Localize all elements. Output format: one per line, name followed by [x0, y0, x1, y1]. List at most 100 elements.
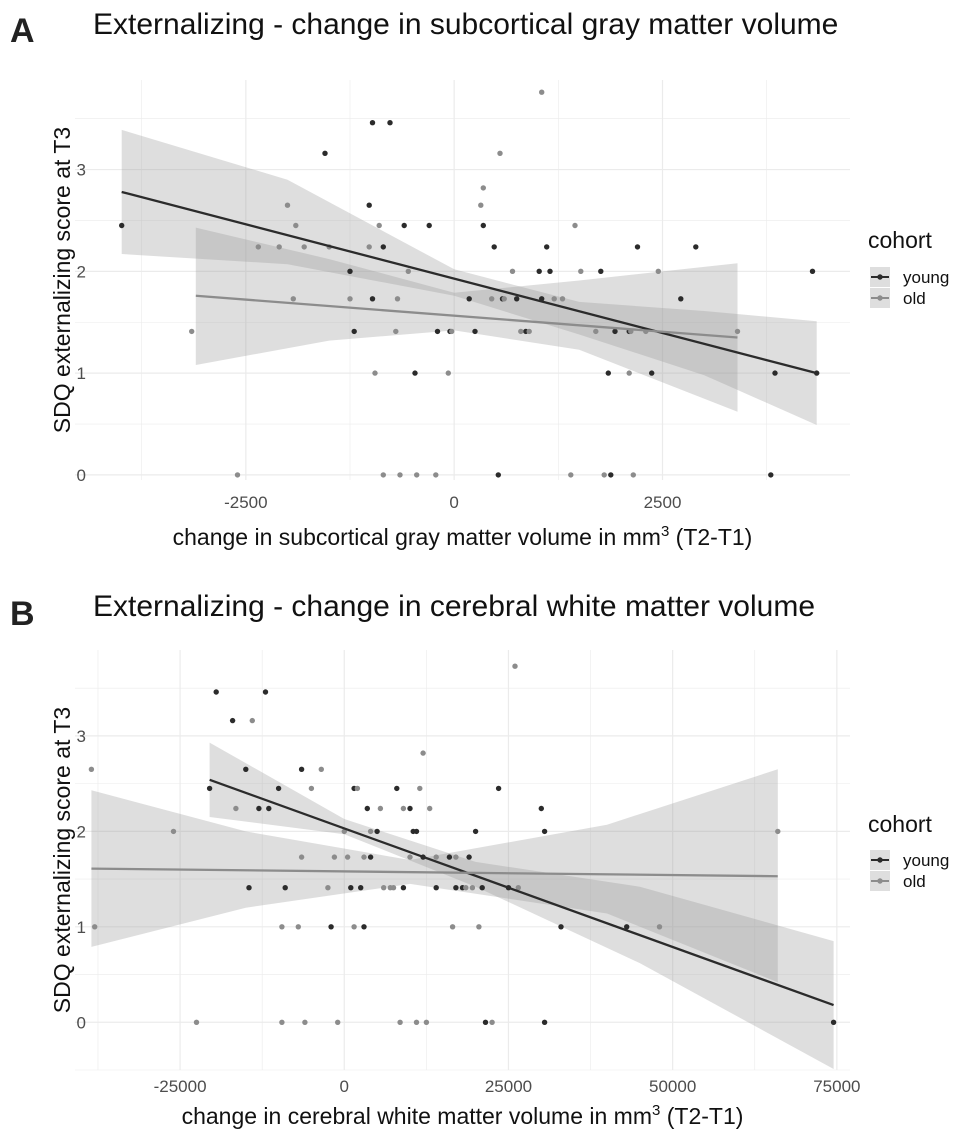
- y-tick-label: 1: [77, 918, 86, 937]
- point-old: [234, 472, 241, 478]
- point-young: [598, 268, 604, 274]
- legend: cohort young old: [868, 227, 949, 308]
- point-young: [298, 766, 305, 772]
- legend-title: cohort: [868, 811, 933, 837]
- point-old: [354, 785, 361, 792]
- point-young: [693, 244, 699, 250]
- point-young: [541, 1019, 548, 1025]
- point-old: [515, 885, 521, 891]
- point-old: [630, 472, 636, 478]
- y-tick-label: 2: [77, 822, 86, 841]
- point-old: [775, 828, 781, 835]
- point-old: [400, 805, 407, 812]
- point-young: [536, 268, 542, 274]
- point-old: [480, 185, 486, 191]
- x-tick-label: 25000: [485, 1077, 532, 1096]
- y-axis-title: SDQ externalizing score at T3: [49, 707, 75, 1013]
- point-old: [331, 854, 338, 860]
- point-young: [482, 1019, 489, 1025]
- point-old: [397, 472, 403, 478]
- point-old: [377, 805, 384, 812]
- point-young: [412, 370, 418, 376]
- point-young: [266, 805, 272, 812]
- x-tick-label: -25000: [154, 1077, 207, 1096]
- point-young: [495, 785, 502, 792]
- legend-label: young: [903, 268, 949, 287]
- point-old: [497, 150, 503, 156]
- point-old: [351, 924, 357, 930]
- panel-b: -25000 0 25000 50000 75000 0 1 2 3 B Externalizing…: [10, 590, 949, 1129]
- fit-line-young: [209, 778, 834, 1007]
- point-young: [380, 244, 386, 250]
- panel-letter: B: [10, 595, 35, 633]
- point-young: [605, 370, 611, 376]
- x-tick-label: 2500: [644, 493, 682, 512]
- point-young: [544, 244, 550, 250]
- legend-label: young: [903, 851, 949, 870]
- point-old: [559, 296, 566, 302]
- point-old: [568, 472, 574, 478]
- point-young: [466, 296, 472, 302]
- x-axis-title: change in cerebral white matter volume i…: [182, 1102, 744, 1129]
- point-old: [578, 268, 584, 274]
- y-tick-label: 0: [77, 466, 86, 485]
- point-old: [189, 328, 195, 335]
- point-old: [279, 924, 285, 930]
- point-old: [249, 717, 255, 724]
- point-old: [233, 805, 239, 812]
- point-young: [624, 924, 630, 930]
- point-old: [293, 222, 299, 229]
- point-young: [649, 370, 655, 376]
- point-old: [380, 472, 386, 478]
- legend-key-point: [877, 857, 883, 863]
- point-old: [318, 766, 324, 772]
- point-old: [626, 370, 632, 376]
- point-old: [572, 222, 578, 229]
- point-young: [514, 296, 520, 302]
- y-tick-label: 0: [77, 1013, 86, 1032]
- point-old: [88, 766, 95, 772]
- point-young: [387, 120, 393, 126]
- point-young: [541, 828, 548, 835]
- point-young: [634, 244, 641, 250]
- point-young: [466, 854, 472, 860]
- y-axis-title: SDQ externalizing score at T3: [49, 127, 75, 433]
- point-old: [449, 328, 455, 335]
- legend-key-point: [877, 274, 883, 280]
- point-old: [413, 1019, 420, 1025]
- point-young: [262, 689, 269, 695]
- point-young: [351, 328, 357, 335]
- point-young: [328, 924, 334, 930]
- point-young: [830, 1019, 837, 1025]
- point-young: [446, 854, 453, 860]
- point-young: [768, 472, 774, 478]
- point-old: [734, 328, 741, 335]
- legend-key-point: [877, 295, 883, 301]
- point-old: [301, 244, 307, 250]
- y-tick-label: 3: [77, 727, 86, 746]
- point-old: [417, 785, 423, 792]
- point-old: [427, 805, 433, 812]
- panel-letter: A: [10, 12, 35, 50]
- point-young: [678, 296, 684, 302]
- chart-title: Externalizing - change in subcortical gr…: [93, 8, 838, 41]
- point-young: [256, 805, 262, 812]
- ci-band-old: [91, 769, 778, 983]
- fit-line-old: [195, 294, 738, 339]
- point-old: [501, 296, 507, 302]
- legend-key-point: [877, 878, 883, 884]
- point-old: [449, 924, 456, 930]
- point-old: [420, 750, 426, 756]
- point-old: [656, 924, 663, 930]
- point-young: [119, 222, 125, 229]
- point-young: [322, 150, 328, 156]
- point-old: [551, 296, 557, 302]
- point-old: [526, 328, 532, 335]
- point-old: [298, 854, 305, 860]
- point-young: [246, 885, 252, 891]
- point-young: [809, 268, 816, 274]
- ci-band-young: [209, 742, 834, 1069]
- point-young: [472, 328, 478, 335]
- point-young: [394, 785, 400, 792]
